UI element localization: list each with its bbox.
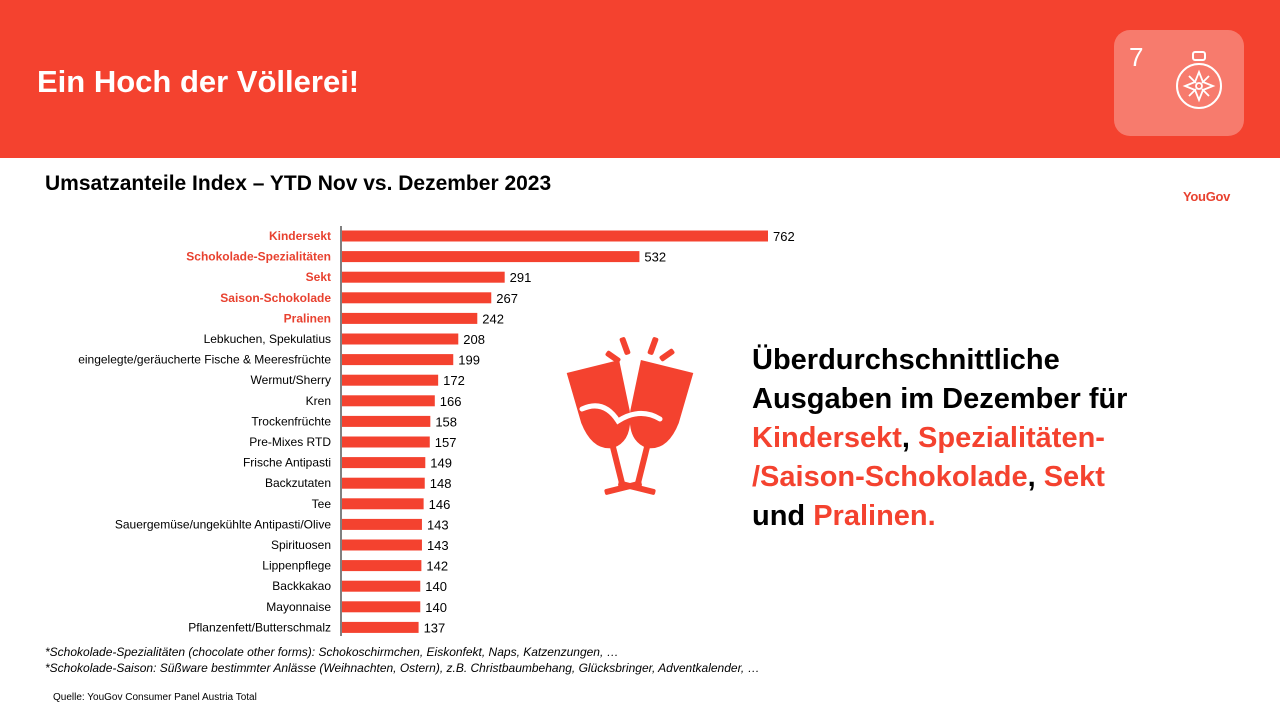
category-label-2: Sekt [306, 270, 331, 284]
data-label-15: 143 [427, 538, 449, 553]
source-note: Quelle: YouGov Consumer Panel Austria To… [53, 692, 257, 703]
bar-9 [342, 415, 431, 427]
callout-line-5: und Pralinen. [752, 497, 1222, 536]
data-label-8: 166 [440, 394, 462, 409]
data-label-12: 148 [430, 476, 452, 491]
data-label-16: 142 [426, 559, 448, 574]
data-label-19: 137 [424, 620, 446, 635]
callout-line-3: Kindersekt, Spezialitäten- [752, 419, 1222, 458]
data-label-0: 762 [773, 229, 795, 244]
data-label-2: 291 [510, 270, 532, 285]
category-label-17: Backkakao [272, 579, 331, 593]
bar-18 [342, 601, 421, 613]
clinking-glasses-icon [566, 337, 694, 495]
bar-12 [342, 477, 425, 489]
data-label-11: 149 [430, 456, 452, 471]
category-label-19: Pflanzenfett/Butterschmalz [188, 620, 331, 634]
bar-17 [342, 580, 421, 592]
bar-10 [342, 436, 430, 448]
callout-pralinen: Pralinen. [813, 500, 936, 532]
callout-separator: , [1027, 461, 1044, 493]
category-label-15: Spirituosen [271, 538, 331, 552]
category-label-9: Trockenfrüchte [251, 414, 331, 428]
category-label-10: Pre-Mixes RTD [249, 435, 331, 449]
data-label-5: 208 [463, 332, 485, 347]
bar-1 [342, 251, 640, 263]
category-label-5: Lebkuchen, Spekulatius [204, 332, 331, 346]
page-title: Ein Hoch der Völlerei! [37, 64, 360, 99]
category-label-12: Backzutaten [265, 476, 331, 490]
data-label-9: 158 [435, 414, 457, 429]
category-label-13: Tee [312, 497, 332, 511]
footnote-1: *Schokolade-Spezialitäten (chocolate oth… [45, 645, 619, 659]
category-label-14: Sauergemüse/ungekühlte Antipasti/Olive [115, 517, 331, 531]
category-label-1: Schokolade-Spezialitäten [186, 250, 331, 264]
footnotes: *Schokolade-Spezialitäten (chocolate oth… [45, 644, 765, 676]
callout-saison-schokolade: /Saison-Schokolade [752, 461, 1028, 493]
callout-kindersekt: Kindersekt [752, 422, 902, 454]
category-label-0: Kindersekt [269, 229, 331, 243]
category-label-18: Mayonnaise [266, 600, 331, 614]
category-label-3: Saison-Schokolade [220, 291, 331, 305]
christmas-bauble-icon [1176, 51, 1222, 109]
data-label-10: 157 [435, 435, 457, 450]
callout-und: und [752, 500, 814, 532]
bar-16 [342, 560, 422, 572]
bar-15 [342, 539, 422, 551]
category-label-4: Pralinen [284, 311, 331, 325]
page-number: 7 [1129, 42, 1144, 72]
callout-line-4: /Saison-Schokolade, Sekt [752, 458, 1222, 497]
callout-sekt: Sekt [1043, 461, 1105, 493]
data-label-1: 532 [644, 250, 666, 265]
header-banner: Ein Hoch der Völlerei! 7 [0, 0, 1280, 158]
category-label-7: Wermut/Sherry [251, 373, 331, 387]
bar-3 [342, 292, 492, 304]
data-label-6: 199 [458, 353, 480, 368]
data-label-17: 140 [425, 579, 447, 594]
bar-0 [342, 230, 768, 242]
category-label-11: Frische Antipasti [243, 456, 331, 470]
bar-7 [342, 374, 439, 386]
bar-8 [342, 395, 435, 407]
footnote-2: *Schokolade-Saison: Süßware bestimmter A… [45, 661, 760, 675]
bar-14 [342, 518, 422, 530]
yougov-logo: YouGov [1183, 189, 1231, 204]
bar-2 [342, 271, 505, 283]
data-label-14: 143 [427, 517, 449, 532]
callout-line-1: Überdurchschnittliche [752, 344, 1060, 376]
data-label-7: 172 [443, 373, 465, 388]
callout-text: Überdurchschnittliche Ausgaben im Dezemb… [752, 341, 1222, 536]
data-label-18: 140 [425, 600, 447, 615]
data-label-4: 242 [482, 311, 504, 326]
callout-spezialitaeten: Spezialitäten- [918, 422, 1105, 454]
bar-19 [342, 621, 419, 633]
page-number-box: 7 [1114, 30, 1244, 136]
data-label-13: 146 [429, 497, 451, 512]
callout-line-2: Ausgaben im Dezember für [752, 383, 1128, 415]
bar-13 [342, 498, 424, 510]
category-label-16: Lippenpflege [262, 559, 331, 573]
bar-6 [342, 354, 454, 366]
category-label-6: eingelegte/geräucherte Fische & Meeresfr… [78, 353, 331, 367]
bar-5 [342, 333, 459, 345]
chart-subtitle: Umsatzanteile Index – YTD Nov vs. Dezemb… [45, 172, 552, 195]
bar-4 [342, 312, 478, 324]
callout-separator: , [901, 422, 919, 454]
bar-11 [342, 457, 426, 469]
data-label-3: 267 [496, 291, 518, 306]
category-label-8: Kren [306, 394, 331, 408]
